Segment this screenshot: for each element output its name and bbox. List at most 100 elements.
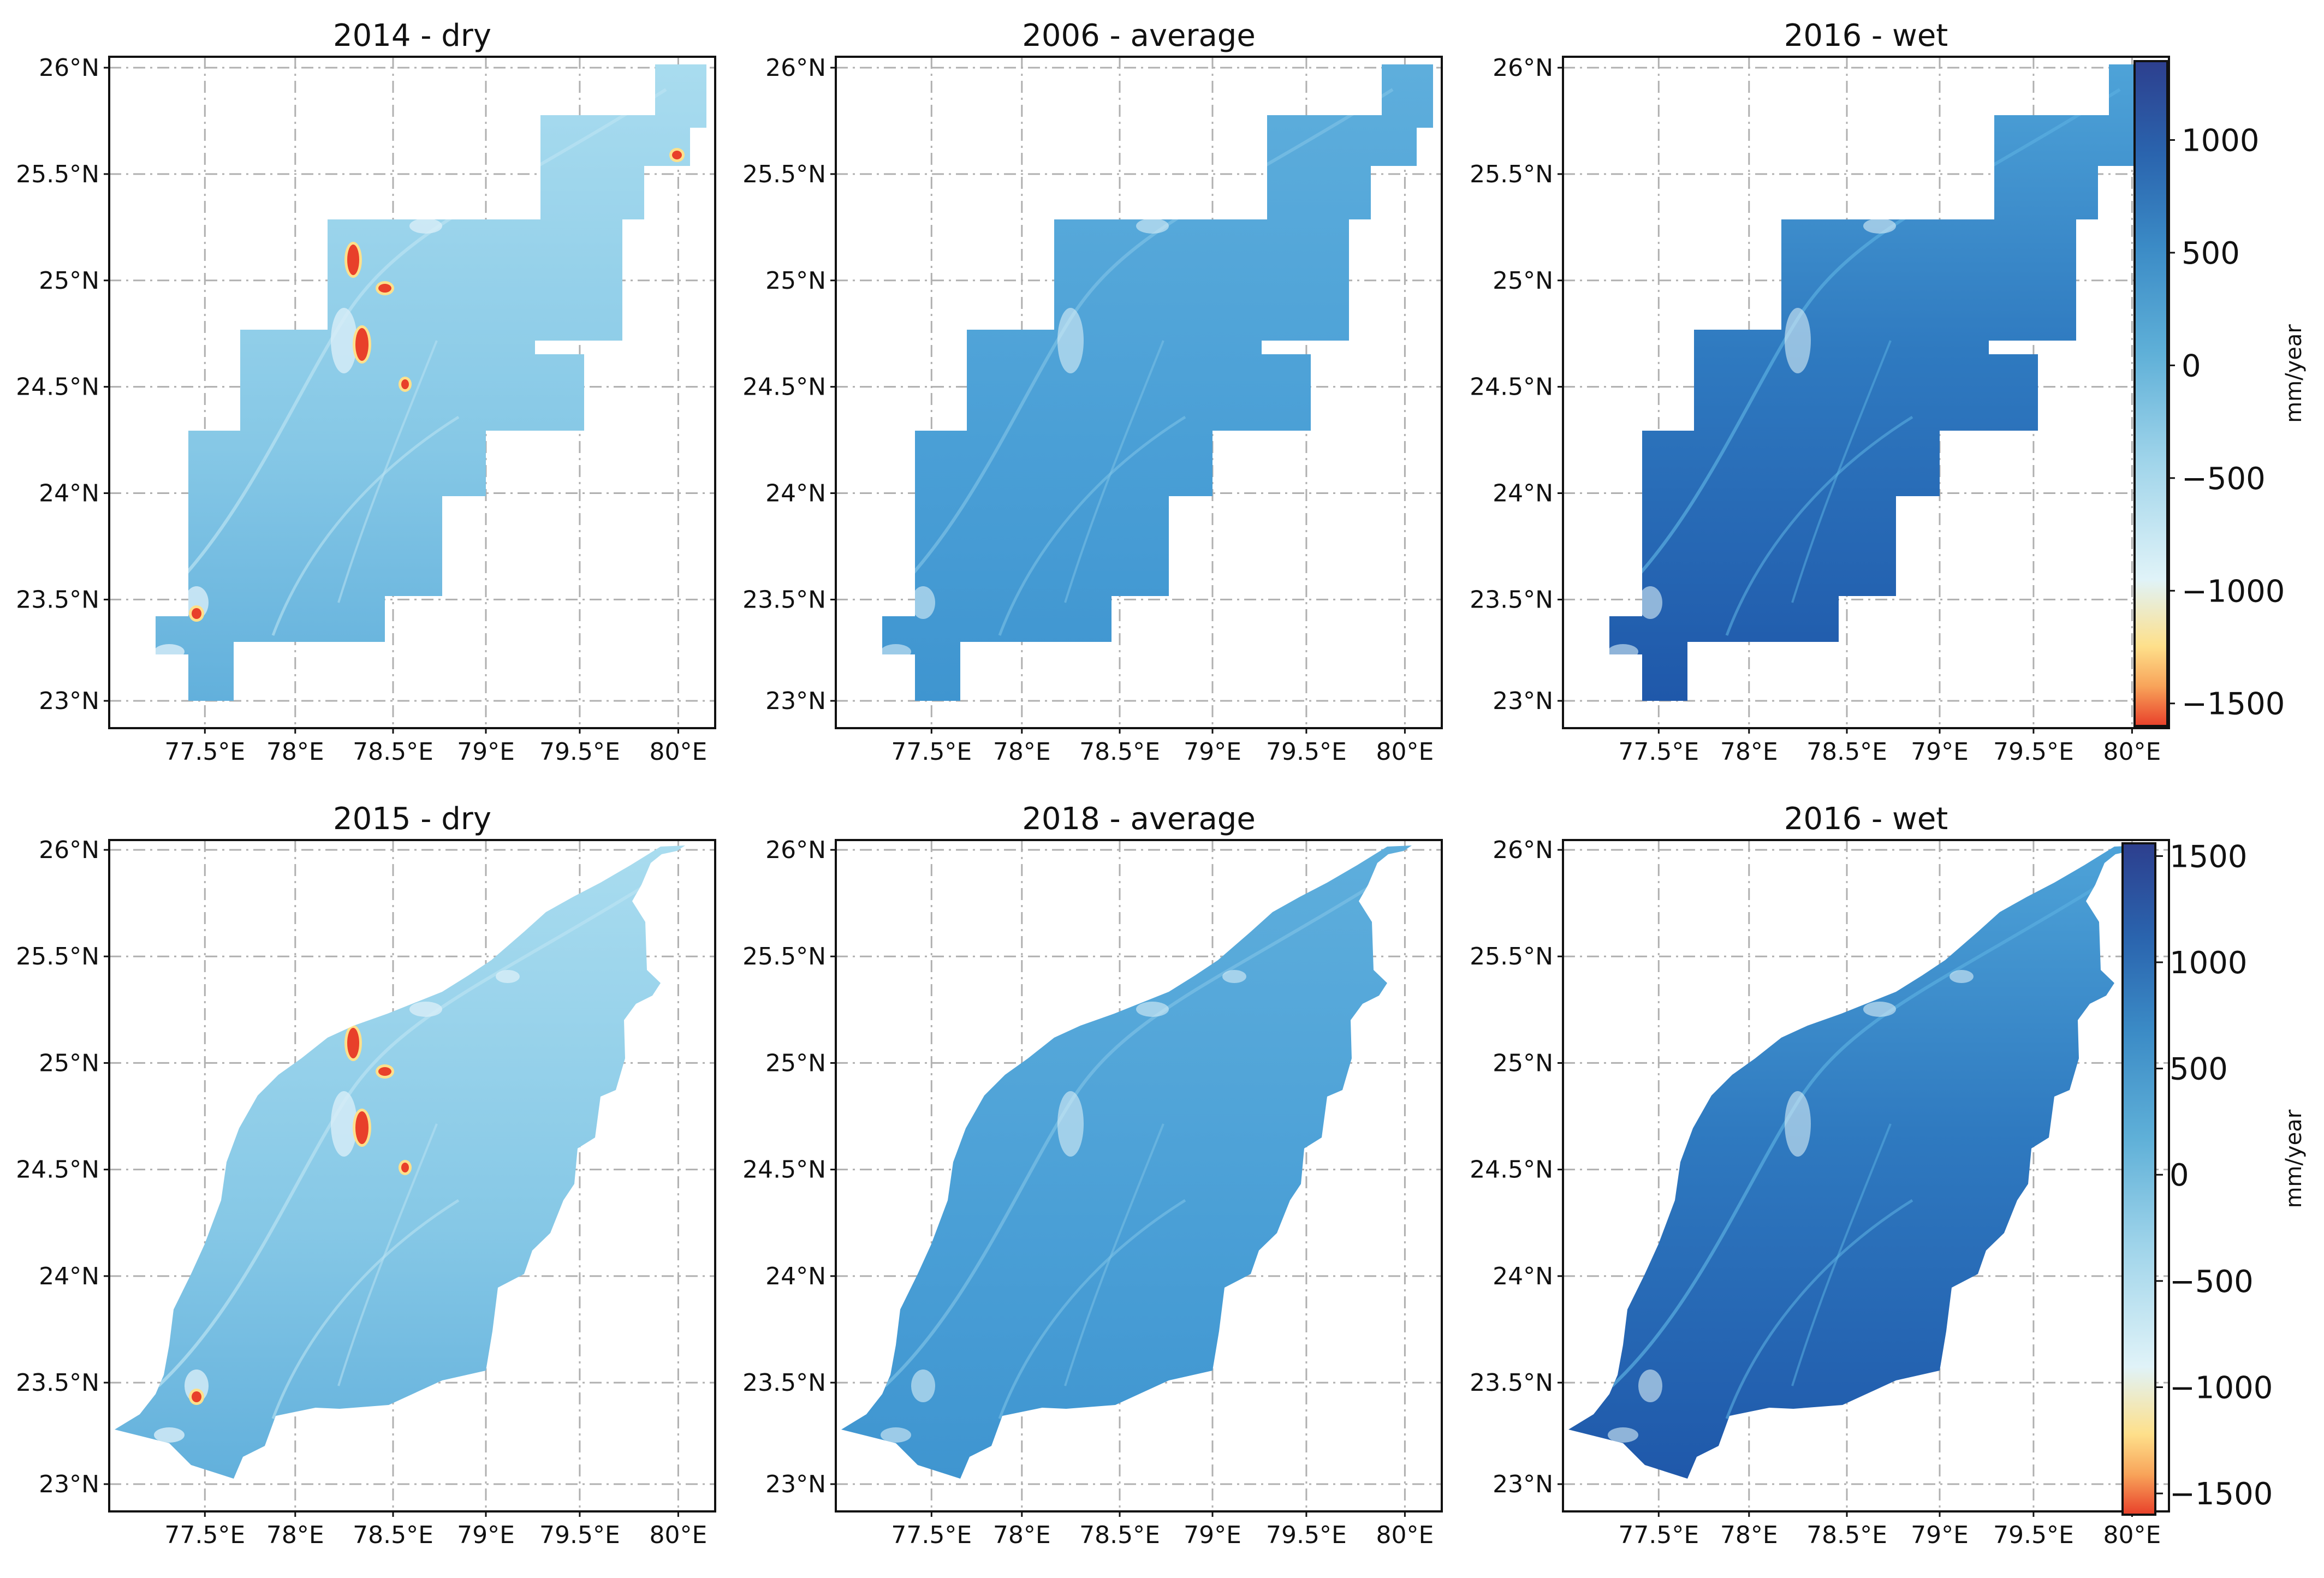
data-region (156, 64, 706, 701)
x-tick-label: 80°E (1376, 1521, 1434, 1549)
map-panel: 2015 - dry 77.5°E 78°E 78.5°E 79°E 79.5°E 80°E… (16, 801, 716, 1549)
y-tick-label: 26°N (1493, 54, 1553, 82)
dry-spot (672, 934, 682, 943)
y-tick-label: 25.5°N (742, 160, 826, 188)
y-tick-label: 24.5°N (16, 373, 99, 401)
colorbar: 1000 500 0 −500 −1000 −1500 mm/year (2133, 60, 2307, 727)
y-tick-label: 23.5°N (16, 586, 99, 614)
y-tick-label: 23°N (765, 687, 826, 715)
y-tick-label: 26°N (1493, 836, 1553, 864)
data-texture (1608, 871, 2121, 1443)
light-patch (1785, 1091, 1811, 1157)
panel-frame (1562, 839, 2170, 1513)
light-patch (1057, 308, 1084, 373)
light-patch (409, 1002, 442, 1017)
y-tick-label: 24°N (765, 1263, 826, 1290)
map-content (836, 57, 1442, 728)
map-content (109, 57, 715, 728)
light-patch (911, 1369, 935, 1402)
x-tick-label: 78°E (993, 1521, 1051, 1549)
stream-line (1725, 415, 1913, 636)
panel-title: 2016 - wet (1784, 801, 1948, 837)
colorbar-tick-label: −1000 (2182, 574, 2285, 609)
light-patch (156, 644, 185, 659)
dry-spot (401, 379, 409, 389)
dry-spot (355, 328, 368, 361)
map-panel: 2006 - average 77.5°E 78°E 78.5°E 79°E 79.5°E… (742, 18, 1443, 766)
colorbar-tick-label: 500 (2170, 1052, 2228, 1087)
stream-line (337, 340, 438, 603)
map-content (1563, 840, 2169, 1511)
y-tick-label: 25.5°N (1470, 160, 1553, 188)
map-panel: 2018 - average 77.5°E 78°E 78.5°E 79°E 79.5°E… (742, 801, 1443, 1549)
y-tick-label: 24.5°N (1470, 373, 1553, 401)
light-patch (1136, 1002, 1169, 1017)
stream-line (1064, 1123, 1164, 1386)
x-tick-label: 79.5°E (1993, 738, 2074, 766)
colorbar-label: mm/year (2281, 1109, 2307, 1208)
light-patch (1949, 187, 1974, 200)
x-tick-label: 78.5°E (353, 1521, 433, 1549)
light-patch (331, 1091, 357, 1157)
stream-line (1791, 1123, 1892, 1386)
map-panel: 2016 - wet 77.5°E 78°E 78.5°E 79°E 79.5°E 80°E… (1470, 801, 2170, 1549)
y-tick-label: 26°N (765, 836, 826, 864)
x-tick-label: 77.5°E (164, 1521, 245, 1549)
colorbar-tick-label: 1000 (2170, 945, 2248, 981)
panel-title: 2016 - wet (1784, 18, 1948, 53)
colorbar-tick-label: 1000 (2182, 123, 2260, 159)
x-tick-label: 80°E (2103, 1521, 2161, 1549)
x-tick-label: 77.5°E (1618, 738, 1699, 766)
y-tick-label: 24°N (765, 480, 826, 508)
y-tick-label: 23°N (1493, 687, 1553, 715)
x-tick-label: 79°E (1184, 738, 1241, 766)
y-tick-label: 25.5°N (1470, 943, 1553, 970)
light-patch (1638, 1369, 1662, 1402)
dry-spot-halo (669, 931, 685, 945)
map-panel: 2014 - dry 77.5°E 78°E 78.5°E 79°E 79.5°E 80°E… (16, 18, 716, 766)
colorbar-gradient (2121, 842, 2156, 1516)
panel-title: 2014 - dry (333, 18, 491, 53)
dry-spot (347, 1028, 359, 1058)
x-tick-label: 78.5°E (1079, 1521, 1160, 1549)
stream-line (337, 1123, 438, 1386)
stream-line (1064, 340, 1164, 603)
y-tick-label: 24°N (39, 480, 99, 508)
data-texture (881, 871, 1394, 1443)
dry-spot (672, 151, 682, 159)
light-patch (911, 586, 935, 619)
y-tick-label: 24.5°N (742, 373, 826, 401)
colorbar-tick-label: 1500 (2170, 839, 2248, 874)
dry-spot (401, 1163, 409, 1172)
map-content (836, 840, 1442, 1511)
dry-spot (347, 245, 359, 275)
y-tick-label: 26°N (39, 54, 99, 82)
data-region (1609, 64, 2160, 701)
y-tick-label: 23.5°N (16, 1369, 99, 1397)
light-patch (1949, 970, 1974, 983)
panel-title: 2015 - dry (333, 801, 491, 837)
colorbar-tick-label: 500 (2182, 236, 2240, 271)
light-patch (1863, 218, 1896, 234)
colorbar-tick-label: −500 (2182, 461, 2266, 497)
y-tick-label: 26°N (39, 836, 99, 864)
light-patch (1609, 644, 1638, 659)
light-patch (1785, 308, 1811, 373)
light-patch (1638, 586, 1662, 619)
light-patch (154, 1427, 185, 1443)
x-tick-label: 80°E (650, 1521, 708, 1549)
stream-line (1725, 1199, 1913, 1419)
light-patch (496, 970, 520, 983)
dry-spot (192, 608, 201, 619)
x-tick-label: 79.5°E (539, 1521, 620, 1549)
light-patch (496, 187, 520, 200)
stream-line (998, 415, 1186, 636)
colorbar-tick-label: −500 (2170, 1264, 2254, 1300)
x-tick-label: 78°E (993, 738, 1051, 766)
light-patch (881, 1427, 911, 1443)
map-content (1563, 57, 2169, 728)
y-tick-label: 24.5°N (16, 1156, 99, 1184)
x-tick-label: 77.5°E (1618, 1521, 1699, 1549)
light-patch (1608, 1427, 1638, 1443)
y-tick-label: 25°N (39, 267, 99, 295)
